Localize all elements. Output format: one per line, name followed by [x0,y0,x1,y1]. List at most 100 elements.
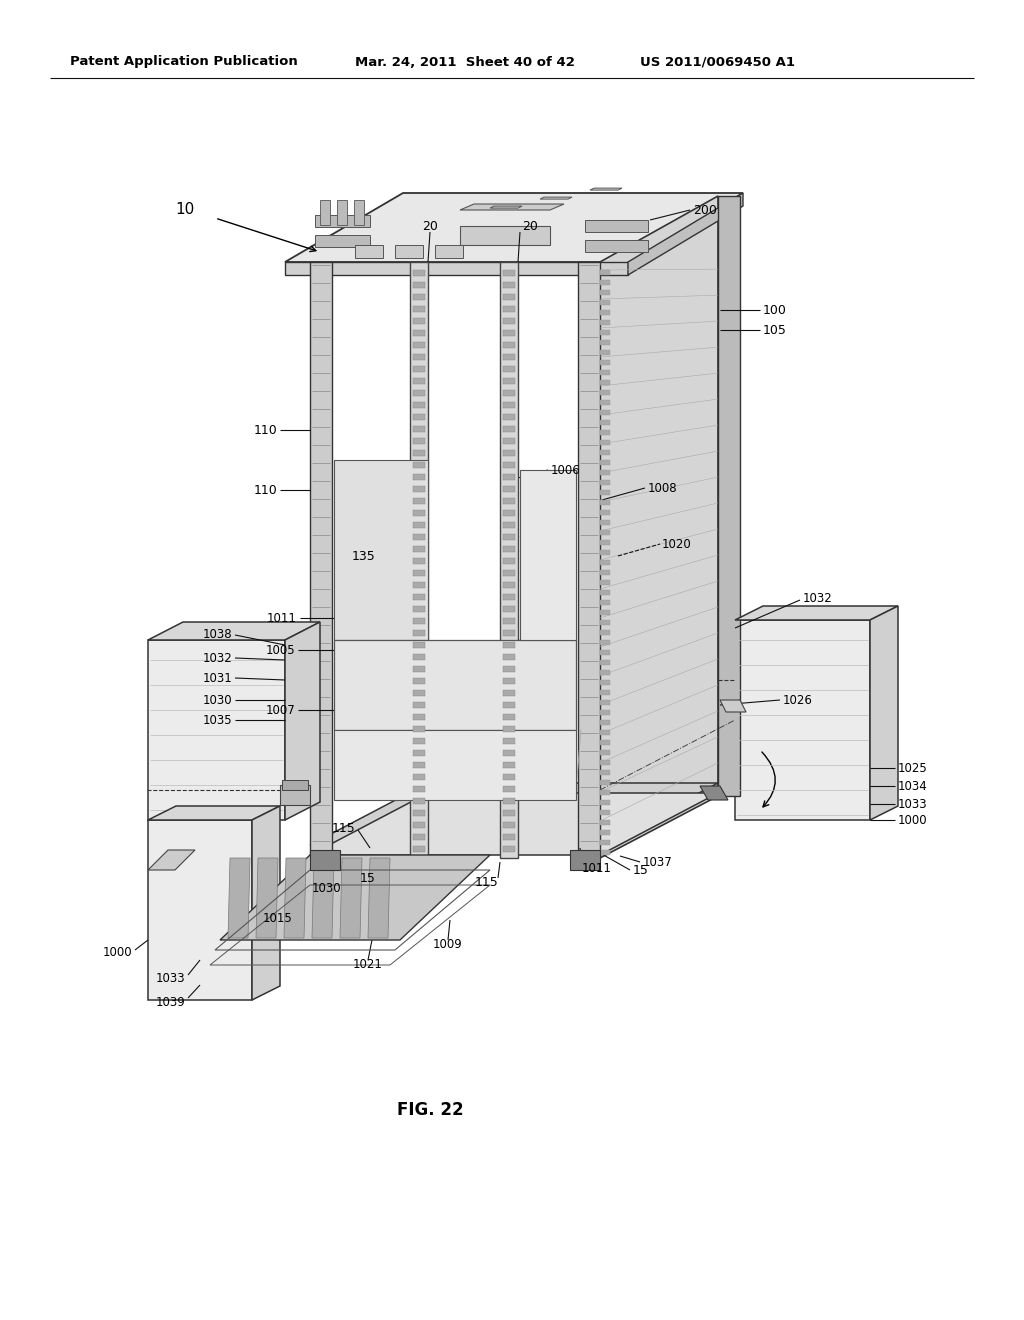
Polygon shape [337,201,347,224]
Text: 110: 110 [253,483,278,496]
Polygon shape [503,389,515,396]
Polygon shape [600,649,610,655]
Polygon shape [503,403,515,408]
Text: 1015: 1015 [262,912,292,924]
Polygon shape [503,546,515,552]
Polygon shape [413,653,425,660]
Polygon shape [735,606,898,620]
Polygon shape [413,558,425,564]
Polygon shape [413,690,425,696]
Text: 1032: 1032 [803,591,833,605]
Polygon shape [570,850,600,870]
Text: 1020: 1020 [662,537,692,550]
Polygon shape [413,498,425,504]
Text: 1032: 1032 [203,652,232,664]
Polygon shape [503,678,515,684]
Polygon shape [503,667,515,672]
Polygon shape [413,642,425,648]
Polygon shape [503,306,515,312]
Polygon shape [600,195,718,858]
Text: 100: 100 [763,304,786,317]
Polygon shape [600,290,610,294]
Polygon shape [600,430,610,436]
Polygon shape [280,785,310,805]
Polygon shape [600,750,610,755]
Polygon shape [310,793,718,855]
Polygon shape [435,246,463,257]
Polygon shape [413,450,425,455]
Polygon shape [285,261,628,275]
Text: 1011: 1011 [582,862,612,874]
Polygon shape [503,774,515,780]
Text: 105: 105 [763,323,786,337]
Polygon shape [600,560,610,565]
Polygon shape [600,520,610,525]
Polygon shape [413,403,425,408]
Polygon shape [503,630,515,636]
Polygon shape [460,226,550,246]
Text: 1039: 1039 [156,995,185,1008]
Polygon shape [256,858,278,939]
Polygon shape [600,370,610,375]
Polygon shape [413,750,425,756]
Polygon shape [503,438,515,444]
Polygon shape [413,354,425,360]
Polygon shape [413,306,425,312]
Text: FIG. 22: FIG. 22 [396,1101,463,1119]
Polygon shape [503,535,515,540]
Polygon shape [319,201,330,224]
Polygon shape [148,850,195,870]
Polygon shape [600,719,610,725]
Polygon shape [503,414,515,420]
Text: 1030: 1030 [203,693,232,706]
Polygon shape [600,360,610,366]
Polygon shape [600,411,610,414]
Polygon shape [410,261,428,858]
Polygon shape [503,426,515,432]
Text: 1033: 1033 [156,972,185,985]
Polygon shape [413,799,425,804]
Polygon shape [503,462,515,469]
Polygon shape [503,450,515,455]
Text: 1033: 1033 [898,797,928,810]
Polygon shape [503,558,515,564]
Text: 1021: 1021 [353,957,383,970]
Polygon shape [148,820,252,1001]
Polygon shape [600,830,610,836]
Text: 1034: 1034 [898,780,928,792]
Polygon shape [285,193,743,261]
Polygon shape [600,341,610,345]
Polygon shape [600,579,610,585]
Polygon shape [600,300,610,305]
Polygon shape [413,594,425,601]
Polygon shape [413,714,425,719]
Polygon shape [503,474,515,480]
Polygon shape [600,500,610,506]
Polygon shape [600,310,610,315]
Text: 1000: 1000 [898,813,928,826]
Polygon shape [628,193,743,275]
Polygon shape [503,606,515,612]
Polygon shape [600,380,610,385]
Polygon shape [585,240,648,252]
Text: 1037: 1037 [643,855,673,869]
Polygon shape [600,420,610,425]
Polygon shape [413,366,425,372]
Text: 1035: 1035 [203,714,232,726]
Polygon shape [503,282,515,288]
Polygon shape [503,834,515,840]
Polygon shape [700,785,728,800]
Polygon shape [413,414,425,420]
Polygon shape [413,389,425,396]
Polygon shape [413,342,425,348]
Polygon shape [413,582,425,587]
Polygon shape [503,498,515,504]
Polygon shape [334,640,575,730]
Polygon shape [315,235,370,247]
Polygon shape [413,462,425,469]
Polygon shape [540,197,572,199]
Polygon shape [312,858,334,939]
Text: 1030: 1030 [312,882,342,895]
Text: 1007: 1007 [265,704,295,717]
Polygon shape [282,780,308,789]
